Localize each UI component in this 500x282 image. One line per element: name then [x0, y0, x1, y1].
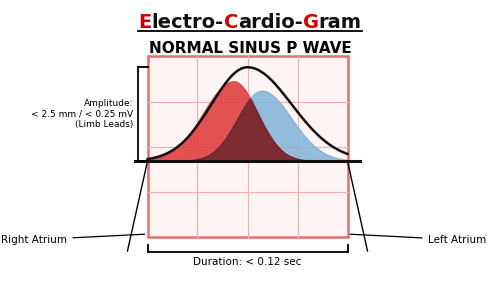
Text: Duration: < 0.12 sec: Duration: < 0.12 sec — [194, 257, 302, 266]
Text: NORMAL SINUS P WAVE: NORMAL SINUS P WAVE — [148, 41, 352, 56]
Text: Right Atrium: Right Atrium — [2, 234, 144, 245]
Text: E: E — [138, 13, 151, 32]
Text: ram: ram — [319, 13, 362, 32]
Text: G: G — [302, 13, 319, 32]
Bar — [148, 56, 348, 237]
Text: C: C — [224, 13, 238, 32]
Text: ardio-: ardio- — [238, 13, 302, 32]
Text: lectro-: lectro- — [152, 13, 224, 32]
Text: Amplitude:
< 2.5 mm / < 0.25 mV
(Limb Leads): Amplitude: < 2.5 mm / < 0.25 mV (Limb Le… — [32, 99, 134, 129]
Text: Left Atrium: Left Atrium — [350, 234, 486, 245]
